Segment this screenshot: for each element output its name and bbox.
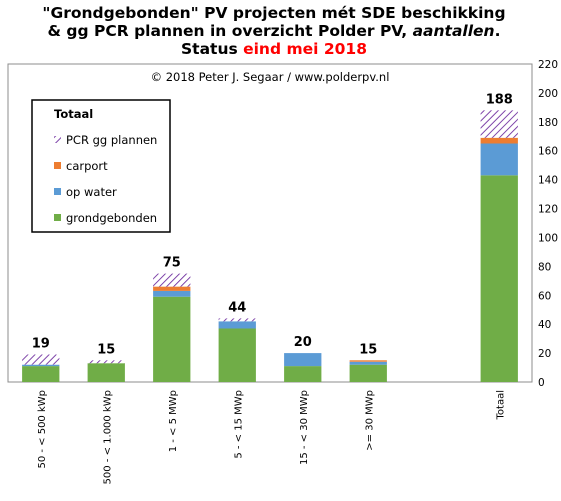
legend-swatch-carport xyxy=(54,162,61,169)
bar-segment-grondgebonden-2 xyxy=(153,296,191,382)
bar-segment-grondgebonden-4 xyxy=(284,366,322,382)
bar-segment-grondgebonden-5 xyxy=(349,364,387,382)
bar-segment-grondgebonden-1 xyxy=(87,363,125,382)
bar-segment-op-water-4 xyxy=(284,353,322,367)
legend-swatch-pcr-gg-plannen xyxy=(54,136,61,143)
total-label-1: 15 xyxy=(97,342,115,357)
x-tick-label-2: 1 - < 5 MWp xyxy=(168,390,179,452)
y-tick-label-4: 80 xyxy=(538,261,551,273)
x-tick-label-1: 500 - < 1.000 kWp xyxy=(102,390,113,484)
bar-segment-op-water-2 xyxy=(153,290,191,297)
title-line-2-a: & gg PCR plannen in overzicht Polder PV, xyxy=(47,22,413,40)
bar-segment-grondgebonden-0 xyxy=(22,366,60,382)
title-line-2-italic: aantallen xyxy=(412,22,495,40)
legend-label-grondgebonden: grondgebonden xyxy=(66,211,157,225)
bar-segment-pcr-gg-plannen-3 xyxy=(218,318,256,322)
legend-label-pcr-gg-plannen: PCR gg plannen xyxy=(66,133,157,147)
bar-segment-op-water-5 xyxy=(349,361,387,365)
title-status-date: eind mei 2018 xyxy=(243,40,367,58)
legend-swatch-grondgebonden xyxy=(54,214,61,221)
bar-segment-pcr-gg-plannen-1 xyxy=(87,360,125,364)
bar-segment-carport-2 xyxy=(153,286,191,291)
y-tick-label-3: 60 xyxy=(538,290,551,302)
y-tick-label-10: 200 xyxy=(538,88,558,100)
legend-title: Totaal xyxy=(54,107,93,121)
bar-segment-grondgebonden-3 xyxy=(218,328,256,382)
y-tick-label-7: 140 xyxy=(538,175,558,187)
bar-segment-pcr-gg-plannen-7 xyxy=(480,110,518,138)
y-tick-label-8: 160 xyxy=(538,146,558,158)
bar-segment-pcr-gg-plannen-0 xyxy=(22,354,60,365)
legend-label-op-water: op water xyxy=(66,185,117,199)
title-line-3: Status eind mei 2018 xyxy=(0,40,548,58)
bar-segment-pcr-gg-plannen-2 xyxy=(153,273,191,287)
y-axis-labels: 0 20 40 60 80 100 120 140 160 180 200 220 xyxy=(538,59,558,389)
chart-title: "Grondgebonden" PV projecten mét SDE bes… xyxy=(0,4,548,58)
legend-label-carport: carport xyxy=(66,159,108,173)
title-line-1: "Grondgebonden" PV projecten mét SDE bes… xyxy=(42,4,506,22)
x-tick-label-5: >= 30 MWp xyxy=(364,390,375,451)
copyright-text: © 2018 Peter J. Segaar / www.polderpv.nl xyxy=(151,70,390,84)
total-label-3: 44 xyxy=(228,300,246,315)
total-label-0: 19 xyxy=(32,337,50,352)
y-tick-label-2: 40 xyxy=(538,319,551,331)
title-line-2: & gg PCR plannen in overzicht Polder PV,… xyxy=(0,22,548,40)
legend: Totaal PCR gg plannen carport op water gron… xyxy=(31,99,171,233)
x-tick-label-7: Totaal xyxy=(495,390,506,420)
bars-group: 19 15 75 44 20 15 188 xyxy=(22,92,518,382)
y-tick-label-0: 0 xyxy=(538,377,545,389)
bar-segment-op-water-3 xyxy=(218,321,256,329)
x-tick-label-0: 50 - < 500 kWp xyxy=(37,390,48,469)
x-axis-labels: 50 - < 500 kWp 500 - < 1.000 kWp 1 - < 5 M… xyxy=(37,390,506,484)
bar-segment-op-water-0 xyxy=(22,364,60,367)
y-tick-label-9: 180 xyxy=(538,117,558,129)
y-tick-label-5: 100 xyxy=(538,233,558,245)
total-label-7: 188 xyxy=(486,92,513,107)
x-tick-label-3: 5 - < 15 MWp xyxy=(233,390,244,459)
x-tick-label-4: 15 - < 30 MWp xyxy=(299,390,310,465)
bar-segment-carport-5 xyxy=(349,360,387,362)
total-label-5: 15 xyxy=(359,342,377,357)
title-line-2-c: . xyxy=(494,22,501,40)
legend-swatch-op-water xyxy=(54,188,61,195)
y-tick-label-1: 20 xyxy=(538,348,551,360)
bar-segment-grondgebonden-7 xyxy=(480,175,518,382)
total-label-4: 20 xyxy=(294,335,312,350)
total-label-2: 75 xyxy=(163,256,181,271)
title-line-3-a: Status xyxy=(181,40,244,58)
y-tick-label-11: 220 xyxy=(538,59,558,71)
bar-segment-carport-7 xyxy=(480,137,518,144)
bar-segment-op-water-7 xyxy=(480,143,518,176)
y-tick-label-6: 120 xyxy=(538,204,558,216)
